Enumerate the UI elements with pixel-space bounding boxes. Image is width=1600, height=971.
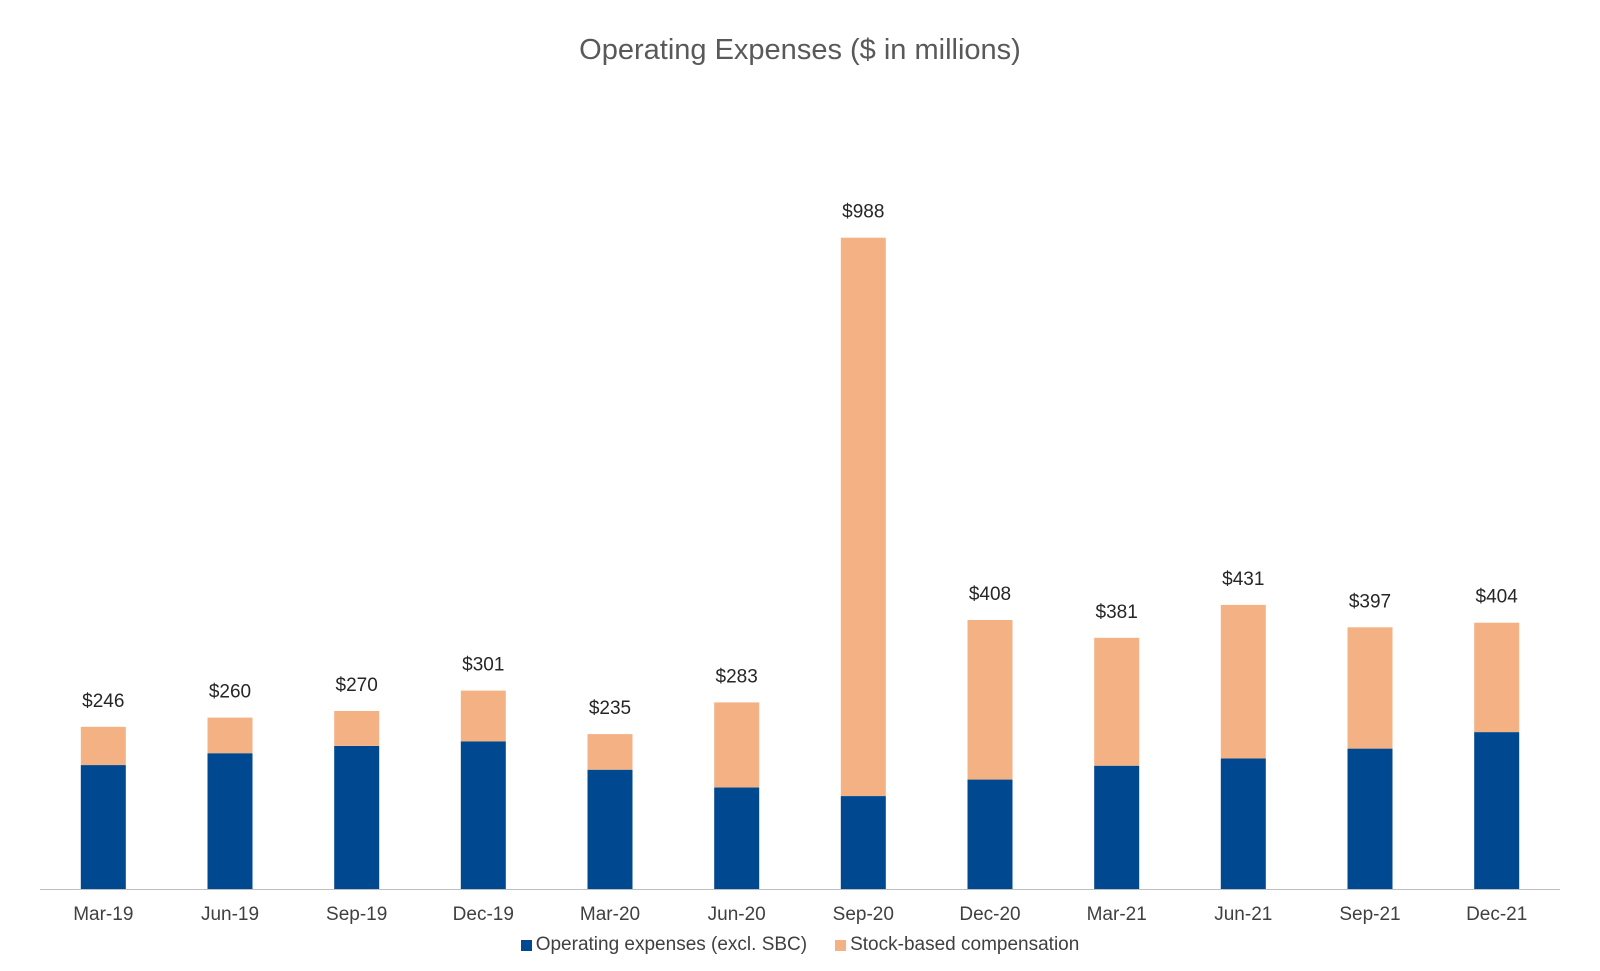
bar-sbc-mar-21 xyxy=(1094,637,1140,766)
bar-opex-sep-19 xyxy=(334,746,380,889)
bar-opex-jun-19 xyxy=(207,753,253,889)
bar-sbc-jun-20 xyxy=(714,702,760,788)
chart-legend: Operating expenses (excl. SBC) Stock-bas… xyxy=(0,934,1600,956)
total-label-sep-19: $270 xyxy=(336,675,378,696)
x-tick-label-mar-20: Mar-20 xyxy=(580,904,640,925)
total-label-sep-20: $988 xyxy=(842,202,884,223)
legend-swatch-sbc xyxy=(835,939,847,951)
total-label-sep-21: $397 xyxy=(1349,591,1391,612)
bar-opex-jun-20 xyxy=(714,787,760,889)
bar-sbc-jun-19 xyxy=(207,717,253,754)
legend-swatch-opex xyxy=(520,939,532,951)
bar-sbc-sep-19 xyxy=(334,711,380,746)
total-label-jun-20: $283 xyxy=(716,666,758,687)
bar-sbc-dec-20 xyxy=(967,620,1013,780)
x-tick-label-jun-21: Jun-21 xyxy=(1214,904,1272,925)
bar-sbc-mar-19 xyxy=(80,726,126,765)
chart-title: Operating Expenses ($ in millions) xyxy=(579,34,1021,66)
x-tick-label-dec-21: Dec-21 xyxy=(1466,904,1527,925)
total-label-dec-20: $408 xyxy=(969,584,1011,605)
legend-label-sbc: Stock-based compensation xyxy=(850,934,1080,955)
x-tick-label-mar-19: Mar-19 xyxy=(73,904,133,925)
total-label-mar-19: $246 xyxy=(82,691,124,712)
bar-opex-dec-19 xyxy=(460,741,506,889)
legend-item-sbc: Stock-based compensation xyxy=(835,934,1079,956)
bar-opex-sep-21 xyxy=(1347,748,1393,889)
total-label-jun-19: $260 xyxy=(209,682,251,703)
total-label-mar-21: $381 xyxy=(1096,602,1138,623)
legend-label-opex: Operating expenses (excl. SBC) xyxy=(535,934,808,955)
bar-opex-sep-20 xyxy=(840,796,886,889)
bar-sbc-dec-19 xyxy=(460,690,506,742)
bar-sbc-sep-21 xyxy=(1347,627,1393,749)
total-label-jun-21: $431 xyxy=(1222,569,1264,590)
bar-opex-dec-20 xyxy=(967,779,1013,889)
bar-sbc-jun-21 xyxy=(1220,604,1266,759)
x-tick-label-jun-19: Jun-19 xyxy=(201,904,259,925)
total-label-dec-21: $404 xyxy=(1476,587,1519,608)
x-tick-label-sep-21: Sep-21 xyxy=(1339,904,1400,925)
x-tick-label-dec-20: Dec-20 xyxy=(959,904,1020,925)
bar-sbc-sep-20 xyxy=(840,237,886,796)
bar-opex-mar-20 xyxy=(587,769,633,889)
bar-opex-jun-21 xyxy=(1220,758,1266,889)
bar-sbc-dec-21 xyxy=(1474,622,1520,733)
x-tick-label-sep-19: Sep-19 xyxy=(326,904,387,925)
bar-opex-mar-19 xyxy=(80,765,126,889)
bar-opex-mar-21 xyxy=(1094,765,1140,889)
legend-item-opex: Operating expenses (excl. SBC) xyxy=(520,934,808,956)
total-label-mar-20: $235 xyxy=(589,698,631,719)
x-tick-label-sep-20: Sep-20 xyxy=(833,904,894,925)
x-tick-label-jun-20: Jun-20 xyxy=(708,904,766,925)
bar-sbc-mar-20 xyxy=(587,734,633,770)
x-tick-label-dec-19: Dec-19 xyxy=(453,904,514,925)
total-label-dec-19: $301 xyxy=(462,655,504,676)
bar-opex-dec-21 xyxy=(1474,732,1520,889)
x-tick-label-mar-21: Mar-21 xyxy=(1087,904,1147,925)
